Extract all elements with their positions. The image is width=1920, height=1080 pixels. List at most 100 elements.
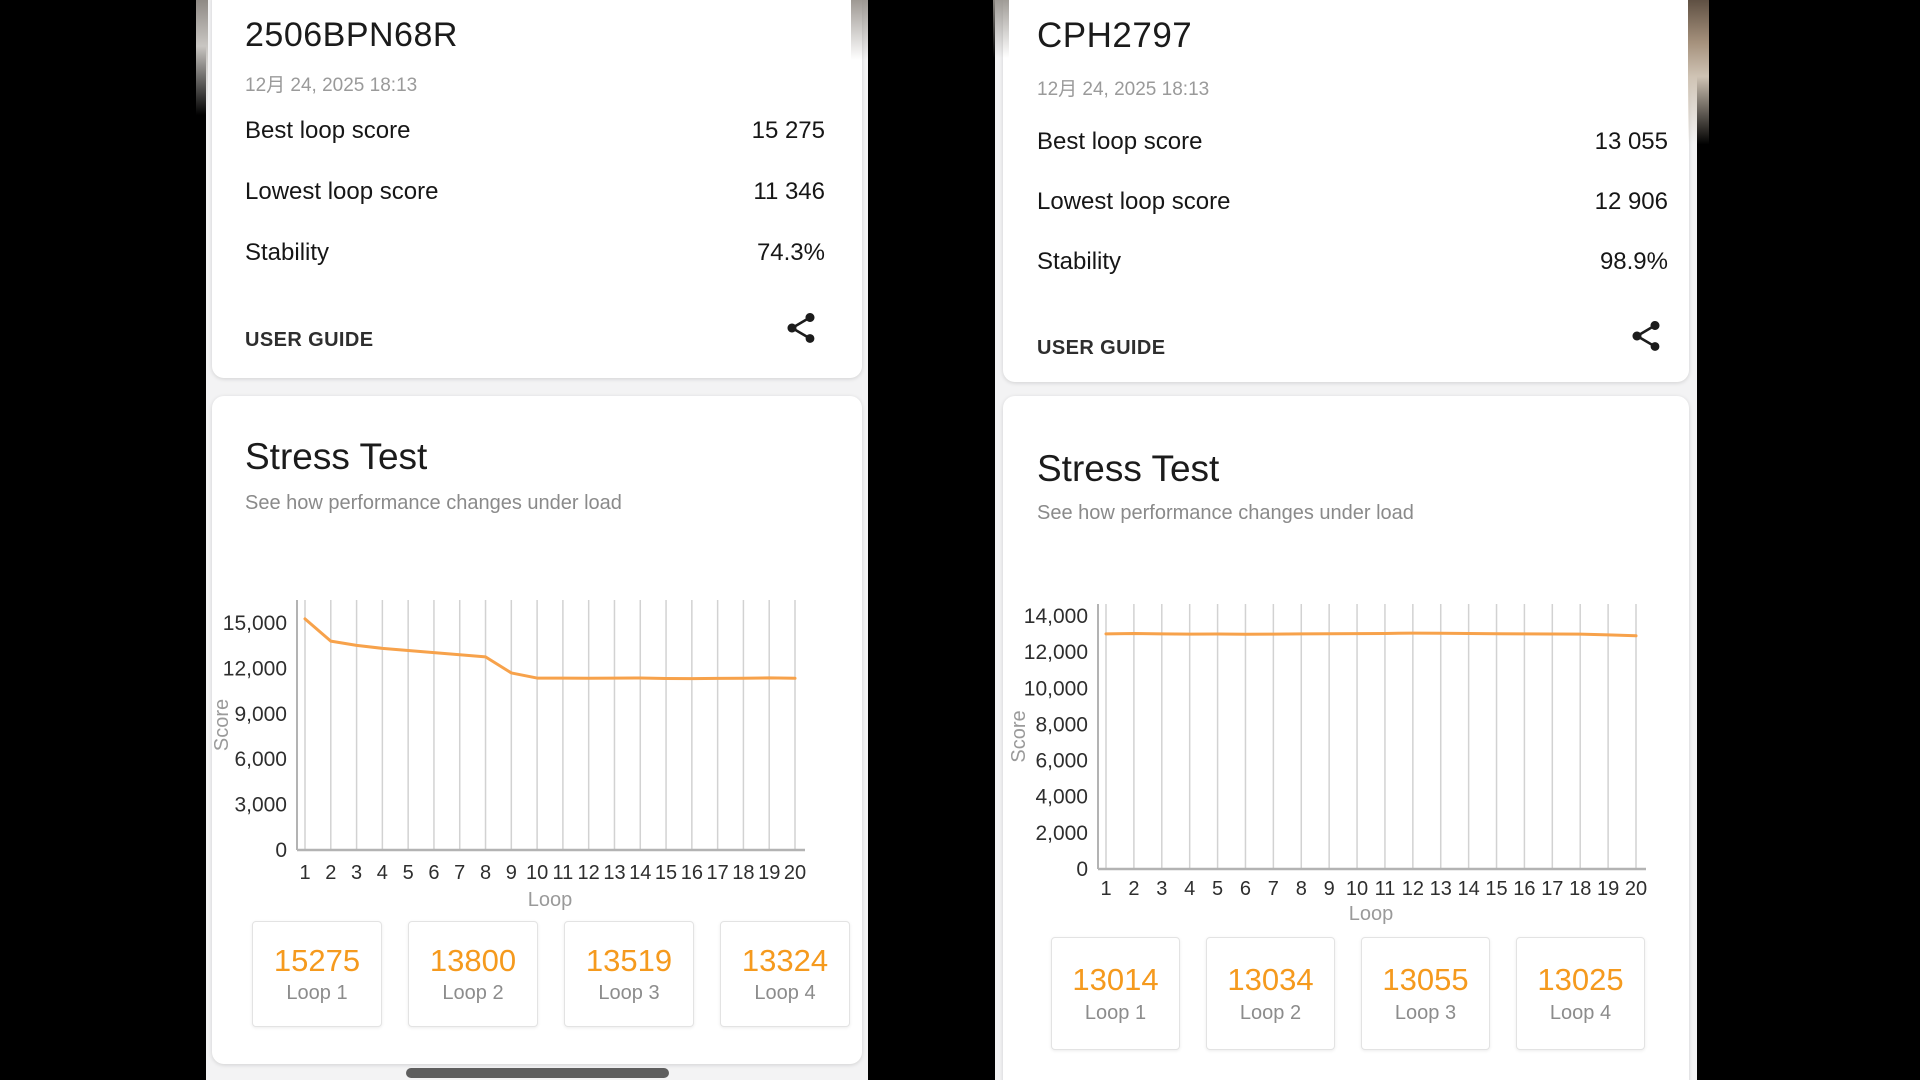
result-summary-card: 2506BPN68R 12月 24, 2025 18:13 Best loop … [212, 0, 862, 378]
x-axis-tick: 8 [1296, 878, 1307, 900]
loop-score-label: Loop 1 [1084, 1001, 1147, 1024]
loop-score-value: 15275 [273, 942, 361, 978]
loop-score-label: Loop 3 [598, 982, 660, 1005]
loop-score-boxes: 15275 Loop 1 13800 Loop 2 13519 Loop 3 1… [252, 921, 850, 1027]
x-axis-tick: 15 [655, 862, 677, 884]
y-axis-tick: 15,000 [223, 612, 287, 635]
device-name: 2506BPN68R [245, 16, 458, 54]
loop-score-value: 13055 [1382, 962, 1469, 998]
x-axis-title: Loop [1349, 903, 1394, 925]
stability-value: 74.3% [756, 239, 825, 266]
loop-score-box: 13055 Loop 3 [1361, 937, 1490, 1050]
x-axis-tick: 11 [1375, 878, 1396, 900]
score-line [303, 617, 797, 681]
result-date: 12月 24, 2025 18:13 [1037, 79, 1210, 100]
lowest-loop-score-value: 11 346 [753, 178, 825, 205]
user-guide-link[interactable]: USER GUIDE [245, 329, 374, 351]
x-axis-tick: 16 [681, 862, 703, 884]
x-axis-tick: 2 [1128, 878, 1139, 900]
best-loop-score-label: Best loop score [245, 117, 411, 144]
x-axis-tick: 6 [1240, 878, 1251, 900]
lowest-loop-score-row: Lowest loop score 11 346 [245, 175, 825, 209]
loop-score-value: 13519 [585, 942, 673, 978]
best-loop-score-label: Best loop score [1037, 128, 1203, 155]
loop-score-label: Loop 4 [754, 982, 816, 1005]
x-axis-tick: 4 [1184, 878, 1195, 900]
x-axis-tick: 5 [403, 862, 414, 884]
loop-score-label: Loop 2 [442, 982, 504, 1005]
y-axis-tick: 4,000 [1035, 786, 1088, 809]
x-axis-tick: 20 [784, 862, 806, 884]
loop-score-value: 13025 [1537, 962, 1624, 998]
stress-test-chart: 1 2 3 4 5 6 7 8 9 10 11 12 13 14 15 16 17 18 19 2003,0006,0… [211, 600, 806, 911]
device-name: CPH2797 [1037, 16, 1193, 55]
lowest-loop-score-label: Lowest loop score [1037, 188, 1231, 215]
loop-score-box: 13014 Loop 1 [1051, 937, 1180, 1050]
stability-label: Stability [245, 239, 330, 266]
x-axis-tick: 9 [506, 862, 517, 884]
x-axis-tick: 7 [1268, 878, 1279, 900]
lowest-loop-score-label: Lowest loop score [245, 178, 439, 205]
x-axis-tick: 1 [1100, 878, 1111, 900]
x-axis-tick: 2 [325, 862, 336, 884]
stress-test-subtitle: See how performance changes under load [1037, 502, 1414, 524]
y-axis-tick: 8,000 [1035, 713, 1088, 736]
horizontal-scroll-indicator[interactable] [406, 1068, 669, 1078]
x-axis-tick: 1 [299, 862, 310, 884]
y-axis-tick: 6,000 [234, 748, 287, 771]
x-axis-tick: 18 [1569, 878, 1591, 900]
y-axis-title: Score [1008, 710, 1030, 762]
x-axis-tick: 19 [1597, 878, 1619, 900]
loop-score-label: Loop 2 [1239, 1001, 1302, 1024]
loop-score-value: 13324 [741, 942, 829, 978]
x-axis-tick: 13 [1430, 878, 1452, 900]
x-axis-tick: 5 [1212, 878, 1223, 900]
stress-test-title: Stress Test [1037, 448, 1220, 489]
stress-test-subtitle: See how performance changes under load [245, 492, 622, 514]
share-icon[interactable] [783, 310, 819, 346]
stability-row: Stability 98.9% [1037, 245, 1668, 279]
best-loop-score-value: 15 275 [751, 117, 825, 144]
loop-score-label: Loop 1 [286, 982, 348, 1005]
x-axis-tick: 10 [526, 862, 548, 884]
stability-row: Stability 74.3% [245, 236, 825, 270]
lowest-loop-score-row: Lowest loop score 12 906 [1037, 185, 1668, 219]
share-icon[interactable] [1628, 318, 1664, 354]
x-axis-tick: 11 [553, 862, 574, 884]
x-axis-tick: 10 [1346, 878, 1368, 900]
y-axis-tick: 12,000 [1024, 641, 1088, 664]
x-axis-tick: 3 [351, 862, 362, 884]
x-axis-tick: 14 [629, 862, 651, 884]
best-loop-score-row: Best loop score 15 275 [245, 114, 825, 148]
stability-value: 98.9% [1599, 248, 1668, 275]
loop-score-box: 15275 Loop 1 [252, 921, 382, 1027]
user-guide-link[interactable]: USER GUIDE [1037, 337, 1166, 359]
x-axis-tick: 13 [603, 862, 625, 884]
loop-score-box: 13519 Loop 3 [564, 921, 694, 1027]
x-axis-tick: 18 [732, 862, 754, 884]
x-axis-tick: 6 [428, 862, 439, 884]
x-axis-tick: 9 [1324, 878, 1335, 900]
x-axis-tick: 7 [454, 862, 465, 884]
x-axis-tick: 3 [1156, 878, 1167, 900]
loop-score-box: 13034 Loop 2 [1206, 937, 1335, 1050]
x-axis-tick: 12 [1402, 878, 1424, 900]
x-axis-tick: 14 [1458, 878, 1480, 900]
loop-score-box: 13025 Loop 4 [1516, 937, 1645, 1050]
x-axis-tick: 12 [578, 862, 600, 884]
x-axis-tick: 4 [377, 862, 388, 884]
x-axis-tick: 16 [1513, 878, 1535, 900]
y-axis-title: Score [211, 699, 233, 751]
loop-score-boxes: 13014 Loop 1 13034 Loop 2 13055 Loop 3 1… [1051, 937, 1645, 1050]
stability-label: Stability [1037, 248, 1122, 275]
best-loop-score-value: 13 055 [1594, 128, 1668, 155]
stress-test-chart: 1 2 3 4 5 6 7 8 9 10 11 12 13 14 15 16 17 18 19 2002,0004,0… [1008, 604, 1647, 925]
y-axis-tick: 14,000 [1024, 605, 1088, 628]
loop-score-value: 13034 [1227, 962, 1314, 998]
y-axis-tick: 2,000 [1035, 822, 1088, 845]
phone-screenshot-right: CPH2797 12月 24, 2025 18:13 Best loop sco… [995, 0, 1697, 1080]
stress-test-title: Stress Test [245, 436, 428, 477]
score-line [1104, 631, 1638, 638]
x-axis-tick: 17 [707, 862, 729, 884]
